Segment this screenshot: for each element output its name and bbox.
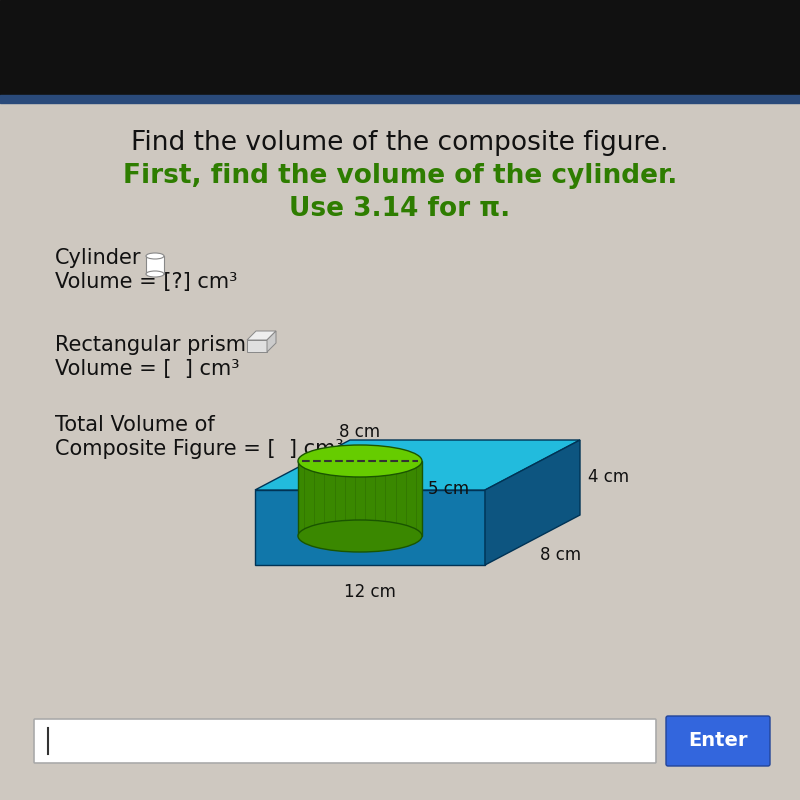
Polygon shape (255, 490, 485, 565)
Bar (0, 0, 800, 95)
Polygon shape (247, 340, 267, 352)
Text: Use 3.14 for π.: Use 3.14 for π. (290, 196, 510, 222)
Ellipse shape (146, 253, 164, 259)
Ellipse shape (298, 520, 422, 552)
Polygon shape (485, 440, 580, 565)
Ellipse shape (298, 445, 422, 477)
FancyBboxPatch shape (34, 719, 656, 763)
Polygon shape (267, 331, 276, 352)
Text: 5 cm: 5 cm (428, 479, 469, 498)
FancyBboxPatch shape (666, 716, 770, 766)
Bar (146, 256, 164, 274)
Text: 12 cm: 12 cm (344, 583, 396, 601)
Text: Volume = [  ] cm³: Volume = [ ] cm³ (55, 359, 239, 379)
Text: First, find the volume of the cylinder.: First, find the volume of the cylinder. (123, 163, 677, 189)
Bar (0, 95, 800, 103)
Text: Total Volume of: Total Volume of (55, 415, 214, 435)
Text: Find the volume of the composite figure.: Find the volume of the composite figure. (131, 130, 669, 156)
Text: Rectangular prism: Rectangular prism (55, 335, 246, 355)
Text: Cylinder: Cylinder (55, 248, 142, 268)
Text: Volume = [?] cm³: Volume = [?] cm³ (55, 272, 238, 292)
Polygon shape (298, 461, 422, 536)
Ellipse shape (146, 271, 164, 277)
Text: 8 cm: 8 cm (541, 546, 582, 564)
Text: Composite Figure = [  ] cm³: Composite Figure = [ ] cm³ (55, 439, 344, 459)
Text: 4 cm: 4 cm (588, 469, 629, 486)
Text: Enter: Enter (688, 731, 748, 750)
Text: 8 cm: 8 cm (339, 423, 381, 441)
Polygon shape (247, 331, 276, 340)
Polygon shape (255, 440, 580, 490)
